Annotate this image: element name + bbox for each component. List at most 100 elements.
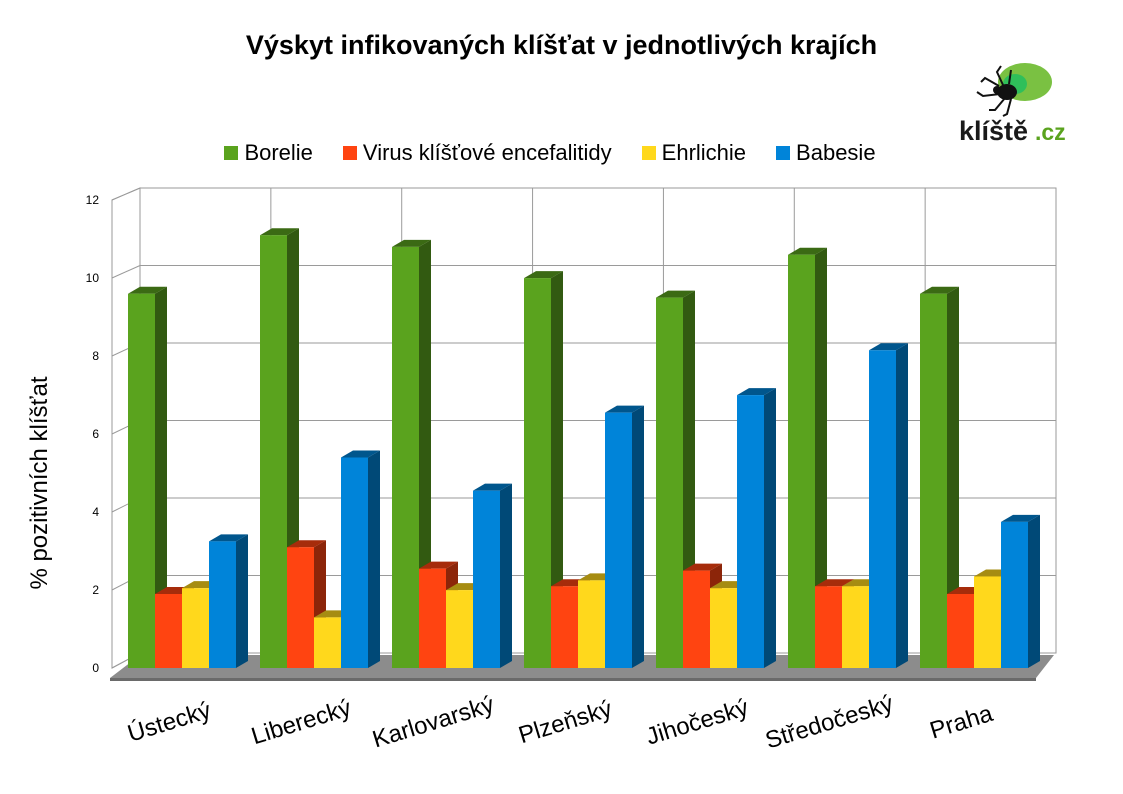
chart-floor-edge: [110, 678, 1036, 681]
bar-side: [896, 343, 908, 668]
legend-label: Virus klíšťové encefalitidy: [362, 140, 612, 165]
bar-front: [737, 395, 764, 668]
x-tick-label: Středočeský: [762, 690, 896, 754]
gridline-depth: [111, 187, 141, 201]
bar-top: [419, 561, 458, 569]
bar: [788, 247, 827, 668]
bar-front: [128, 293, 155, 668]
bar-front: [341, 457, 368, 668]
legend-item: Babesie: [776, 140, 876, 166]
bar-side: [155, 286, 167, 668]
bar-side: [1028, 514, 1040, 668]
chart-bars: [128, 228, 1040, 668]
bar-top: [788, 247, 827, 255]
legend-item: Ehrlichie: [641, 140, 747, 166]
bar-front: [842, 586, 869, 668]
legend-item: Virus klíšťové encefalitidy: [342, 140, 612, 166]
bar-side: [500, 483, 512, 668]
bar: [341, 450, 380, 668]
bar: [1001, 514, 1040, 668]
bar-front: [869, 350, 896, 668]
bar-side: [551, 271, 563, 668]
bar: [605, 405, 644, 668]
bar: [473, 483, 512, 668]
bar-top: [392, 239, 431, 247]
bar-front: [788, 254, 815, 668]
bar: [920, 286, 959, 668]
legend-swatch: [776, 146, 791, 160]
bar: [260, 228, 299, 668]
chart-legend: Borelie Virus klíšťové encefalitidy Ehrlic…: [0, 140, 1100, 166]
bar-front: [578, 580, 605, 668]
y-tick-label: 2: [92, 583, 99, 597]
logo-text-main: klíště: [959, 116, 1028, 146]
bar-front: [710, 588, 737, 668]
bar-top: [737, 388, 776, 396]
bar-front: [419, 568, 446, 668]
bar-side: [368, 450, 380, 668]
bar-top: [683, 563, 722, 571]
x-tick-label: Praha: [927, 700, 997, 745]
bar-top: [209, 534, 248, 542]
legend-label: Ehrlichie: [661, 140, 747, 165]
bar-front: [605, 412, 632, 668]
bar-front: [947, 594, 974, 668]
bar: [737, 388, 776, 668]
bar-top: [524, 271, 563, 279]
y-tick-label: 12: [86, 193, 100, 207]
tick-icon: [976, 63, 1052, 117]
bar-top: [473, 483, 512, 491]
y-tick-label: 4: [92, 505, 99, 519]
bar: [209, 534, 248, 668]
bar-side: [764, 388, 776, 668]
bar-front: [920, 293, 947, 668]
bar-top: [869, 343, 908, 351]
klistecz-logo: klíště .cz: [955, 58, 1075, 153]
x-tick-label: Plzeňský: [515, 695, 615, 749]
bar-top: [656, 290, 695, 298]
bar-front: [155, 594, 182, 668]
bar-front: [473, 490, 500, 668]
y-tick-label: 8: [92, 349, 99, 363]
y-tick-label: 0: [92, 661, 99, 675]
x-tick-label: Karlovarský: [369, 691, 497, 753]
y-tick-label: 10: [86, 271, 100, 285]
legend-swatch: [641, 146, 656, 160]
logo-text-suffix: .cz: [1035, 119, 1066, 145]
bar-front: [314, 617, 341, 668]
bar-side: [632, 405, 644, 668]
legend-item: Borelie: [224, 140, 313, 166]
legend-swatch: [224, 146, 239, 160]
bar-top: [1001, 514, 1040, 522]
bar: [524, 271, 563, 668]
gridline-depth: [111, 265, 141, 279]
bar-front: [551, 586, 578, 668]
bar-side: [236, 534, 248, 668]
legend-label: Babesie: [796, 140, 876, 165]
bar-front: [1001, 521, 1028, 668]
x-tick-label: Ústecký: [125, 697, 215, 748]
bar-side: [419, 239, 431, 668]
bar-front: [683, 570, 710, 668]
bar-front: [287, 547, 314, 668]
bar-top: [920, 286, 959, 294]
bar: [869, 343, 908, 668]
y-tick-label: 6: [92, 427, 99, 441]
bar-side: [947, 286, 959, 668]
x-tick-label: Liberecký: [248, 694, 354, 750]
bar: [128, 286, 167, 668]
bar-front: [182, 588, 209, 668]
bar-top: [128, 286, 167, 294]
bar-top: [341, 450, 380, 458]
bar-top: [260, 228, 299, 236]
bar-front: [392, 246, 419, 668]
bar-top: [287, 540, 326, 548]
bar-side: [815, 247, 827, 668]
bar-front: [524, 278, 551, 668]
legend-label: Borelie: [244, 140, 313, 165]
x-tick-label: Jihočeský: [643, 694, 752, 751]
chart-title: Výskyt infikovaných klíšťat v jednotlivý…: [245, 30, 878, 60]
legend-swatch: [342, 146, 357, 160]
bar-front: [815, 586, 842, 668]
